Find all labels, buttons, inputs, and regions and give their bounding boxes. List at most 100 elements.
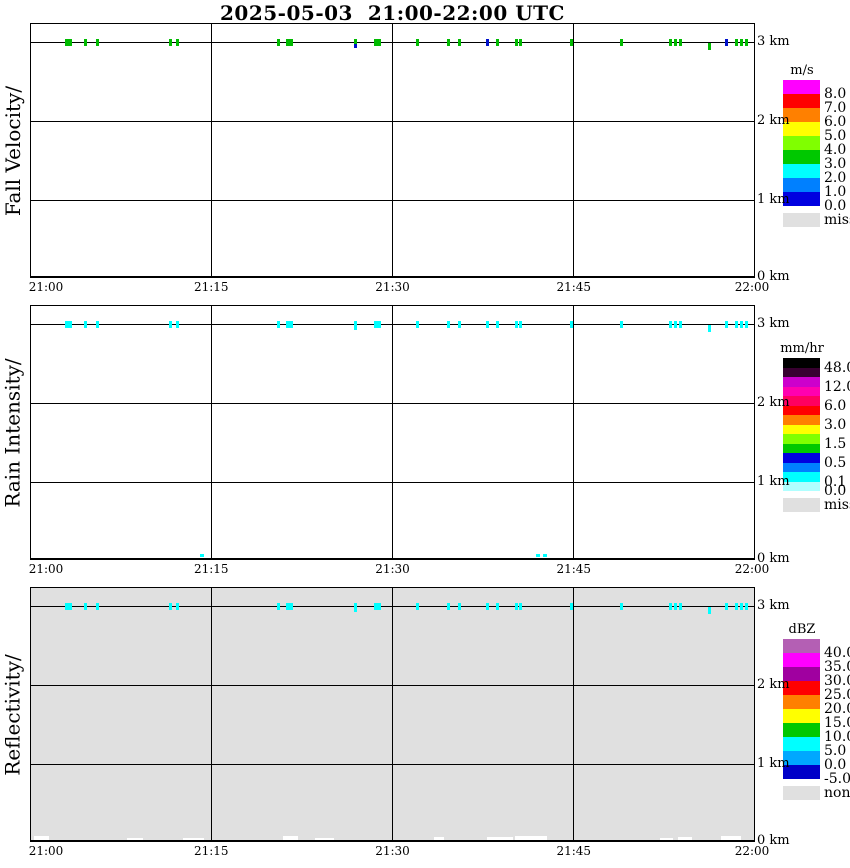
echo-marker xyxy=(458,39,462,46)
echo-marker xyxy=(65,39,73,46)
echo-marker xyxy=(486,603,490,610)
panel-fall-velocity xyxy=(30,23,755,278)
echo-marker xyxy=(458,321,462,328)
echo-marker xyxy=(285,39,293,46)
echo-marker xyxy=(447,39,451,46)
colorbar-value-label: -5.0 xyxy=(824,771,850,787)
echo-marker xyxy=(84,39,88,46)
echo-marker xyxy=(724,603,728,610)
echo-marker xyxy=(740,603,744,610)
echo-marker xyxy=(678,321,682,328)
x-tick-label: 21:15 xyxy=(193,280,229,294)
colorbar-value-label: 5.0 xyxy=(824,128,847,144)
colorbar-scale xyxy=(783,358,820,491)
colorbar-segment xyxy=(783,358,820,368)
colorbar-value-label: 12.0 xyxy=(824,378,850,395)
panel-reflectivity xyxy=(30,587,755,842)
echo-marker xyxy=(285,321,293,328)
gridline-time-1 xyxy=(392,306,393,558)
no-data-gap xyxy=(33,836,49,840)
colorbar-segment xyxy=(783,415,820,425)
y-axis-title-text: Fall Velocity/ xyxy=(1,85,25,216)
echo-marker xyxy=(673,39,677,46)
colorbar-value-label: 6.0 xyxy=(824,114,847,130)
gridline-time-0 xyxy=(211,306,212,558)
echo-marker xyxy=(276,39,280,46)
colorbar-segment xyxy=(783,709,820,723)
colorbar-segment xyxy=(783,653,820,667)
colorbar-segment xyxy=(783,472,820,482)
echo-marker xyxy=(515,321,519,328)
echo-marker xyxy=(519,39,523,46)
colorbar-segment xyxy=(783,695,820,709)
echo-marker xyxy=(353,603,357,610)
km-tick-label: 1 km xyxy=(757,192,790,207)
x-tick-label: 21:15 xyxy=(193,844,229,858)
colorbar-value-label: 1.5 xyxy=(824,435,847,452)
colorbar-segment xyxy=(783,94,820,108)
colorbar-units-label: dBZ xyxy=(788,622,816,637)
colorbar-value-label: 0.0 xyxy=(824,198,847,214)
echo-marker xyxy=(84,321,88,328)
echo-marker xyxy=(447,321,451,328)
x-tick-label: 21:30 xyxy=(375,562,410,576)
echo-marker xyxy=(707,43,711,50)
colorbar-scale xyxy=(783,80,820,206)
x-tick-label: 21:00 xyxy=(28,562,64,576)
colorbar-value-label: 40.0 xyxy=(824,645,850,661)
gridline-time-2 xyxy=(573,24,574,276)
echo-marker xyxy=(96,603,100,610)
echo-marker xyxy=(740,39,744,46)
echo-marker xyxy=(96,39,100,46)
colorbar-segment xyxy=(783,178,820,192)
y-axis-title-rain-intensity: Rain Intensity/ xyxy=(0,305,26,560)
colorbar-segment xyxy=(783,150,820,164)
colorbar-missing-label: miss xyxy=(824,497,850,513)
gridline-time-0 xyxy=(211,588,212,840)
gridline-time-2 xyxy=(573,588,574,840)
colorbar-segment xyxy=(783,122,820,136)
colorbar-value-label: 35.0 xyxy=(824,659,850,675)
no-data-gap xyxy=(315,838,335,840)
no-data-gap xyxy=(486,837,513,840)
echo-marker xyxy=(373,603,381,610)
echo-marker xyxy=(734,39,738,46)
colorbar-segment xyxy=(783,639,820,653)
colorbar-missing-label: miss xyxy=(824,212,850,228)
echo-marker xyxy=(619,321,623,328)
echo-marker xyxy=(486,321,490,328)
km-tick-label: 3 km xyxy=(757,34,790,49)
echo-marker xyxy=(678,603,682,610)
echo-marker xyxy=(668,603,672,610)
echo-marker xyxy=(373,321,381,328)
y-axis-title-reflectivity: Reflectivity/ xyxy=(0,587,26,842)
x-tick-label: 21:30 xyxy=(375,844,410,858)
x-tick-label: 22:00 xyxy=(734,844,770,858)
colorbar-segment xyxy=(783,386,820,396)
colorbar-value-label: 8.0 xyxy=(824,86,847,102)
echo-marker xyxy=(619,39,623,46)
echo-marker xyxy=(707,607,711,614)
no-data-gap xyxy=(660,838,674,840)
colorbar-segment xyxy=(783,192,820,206)
colorbar-missing-swatch xyxy=(783,786,820,800)
no-data-gap xyxy=(126,838,143,840)
x-tick-label: 21:00 xyxy=(28,844,64,858)
echo-marker xyxy=(176,321,180,328)
colorbar-segment xyxy=(783,80,820,94)
colorbar-value-label: 0.0 xyxy=(824,483,847,499)
colorbar-value-label: 30.0 xyxy=(824,673,850,689)
gridline-time-1 xyxy=(392,588,393,840)
no-data-gap xyxy=(514,836,547,840)
echo-marker xyxy=(353,321,357,328)
echo-marker xyxy=(734,321,738,328)
colorbar-units-label: mm/hr xyxy=(780,341,824,356)
echo-marker xyxy=(458,603,462,610)
echo-marker xyxy=(519,603,523,610)
x-tick-label: 21:00 xyxy=(28,280,64,294)
echo-marker xyxy=(744,321,748,328)
km-tick-label: 0 km xyxy=(757,269,790,284)
echo-marker xyxy=(285,603,293,610)
colorbar-value-label: 3.0 xyxy=(824,156,847,172)
